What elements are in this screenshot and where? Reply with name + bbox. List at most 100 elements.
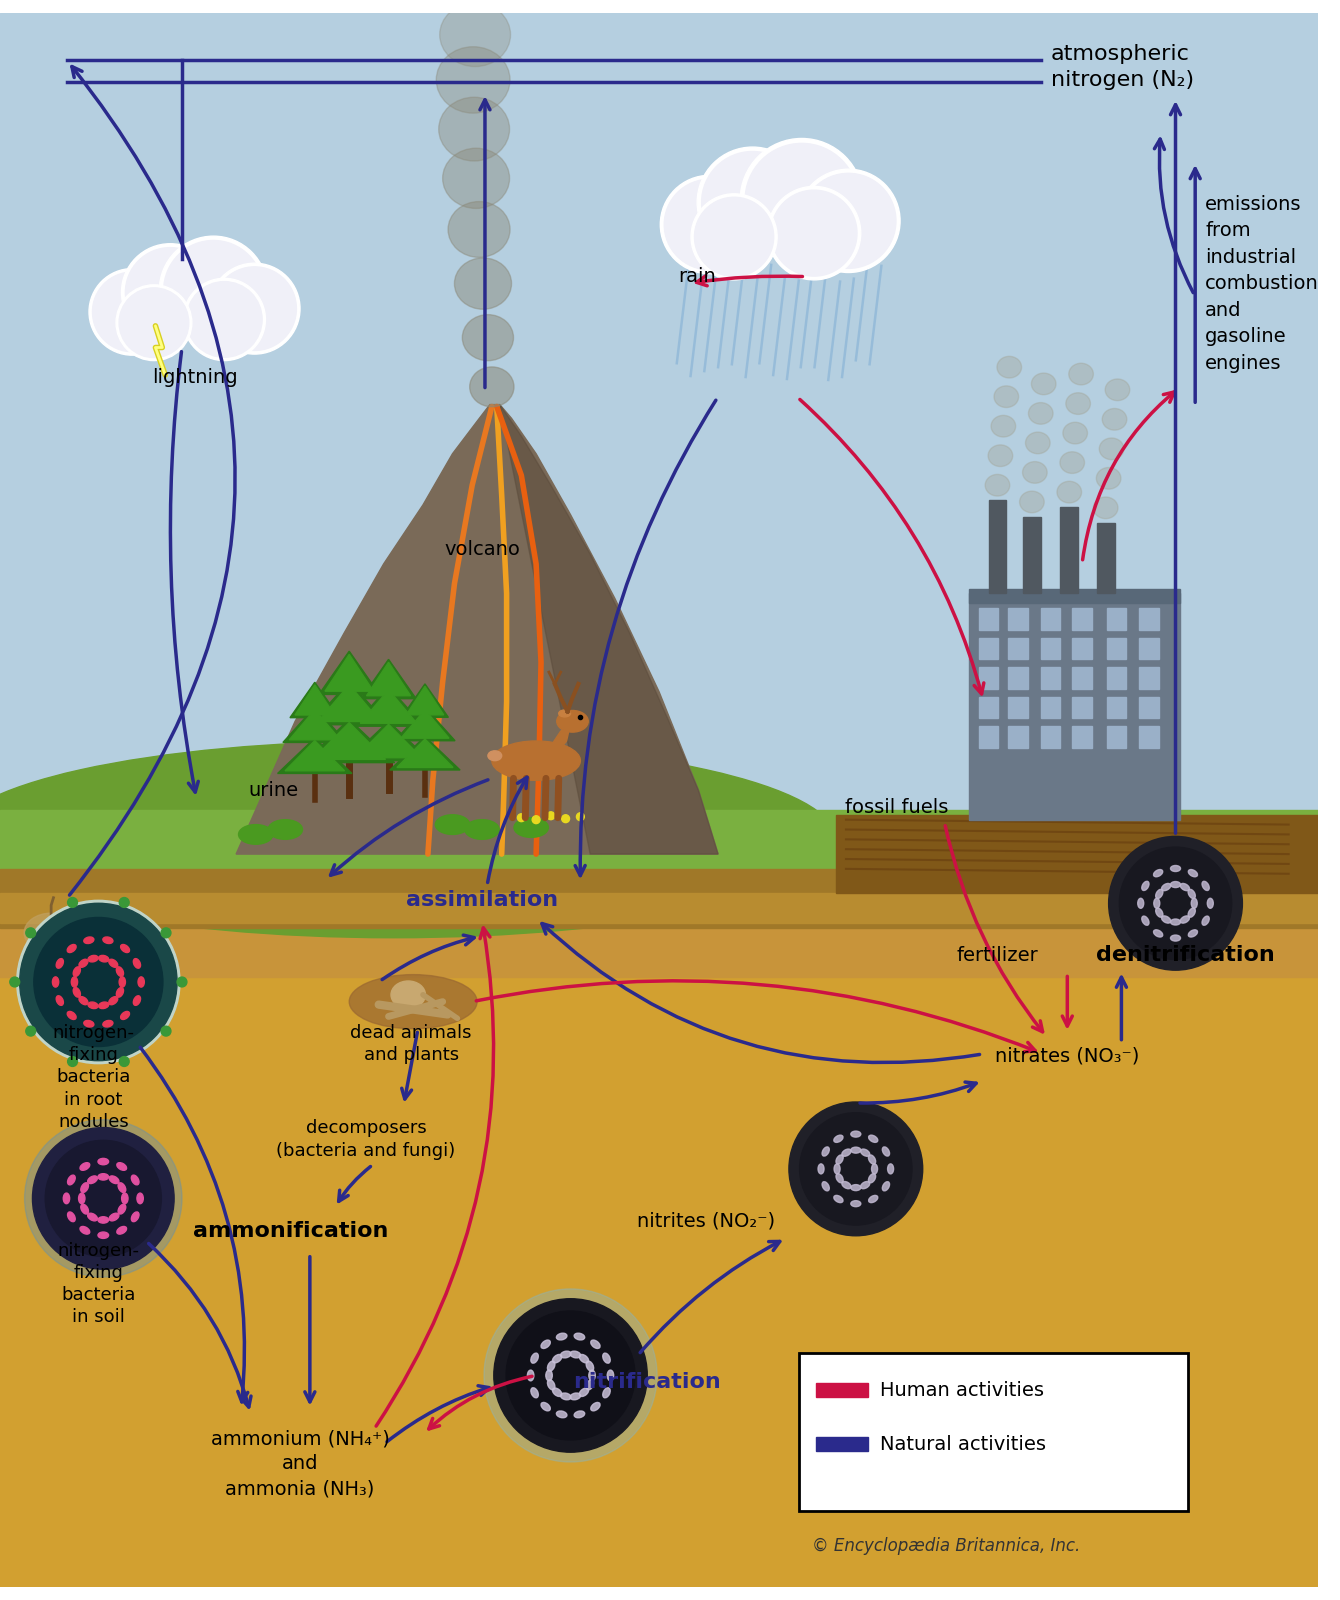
Ellipse shape [109,1176,119,1184]
Ellipse shape [67,1011,76,1019]
Circle shape [1119,846,1231,960]
Ellipse shape [994,386,1018,408]
Ellipse shape [67,1174,75,1186]
Ellipse shape [1181,915,1190,923]
Polygon shape [318,685,381,722]
Ellipse shape [440,3,511,67]
Circle shape [67,898,78,907]
Ellipse shape [556,1411,567,1418]
Ellipse shape [541,1403,551,1411]
Ellipse shape [607,1370,614,1381]
FancyBboxPatch shape [799,1354,1189,1512]
Ellipse shape [88,1002,98,1008]
Ellipse shape [559,710,571,717]
Polygon shape [406,686,444,715]
Bar [1139,638,1159,659]
Bar [836,814,1328,893]
Ellipse shape [1154,869,1163,877]
Text: ammonium (NH₄⁺)
and
ammonia (NH₃): ammonium (NH₄⁺) and ammonia (NH₃) [210,1429,390,1499]
Bar [978,696,998,718]
Ellipse shape [556,1333,567,1339]
Ellipse shape [591,1403,600,1411]
Circle shape [9,978,20,987]
Ellipse shape [882,1147,890,1157]
Polygon shape [295,685,335,715]
Circle shape [122,243,218,341]
Ellipse shape [138,978,145,987]
Ellipse shape [586,1379,594,1390]
Circle shape [789,1102,923,1235]
Polygon shape [289,710,340,739]
Ellipse shape [833,1195,843,1203]
Text: nitrogen (N₂): nitrogen (N₂) [1051,70,1194,90]
Ellipse shape [817,1163,824,1174]
Ellipse shape [992,416,1016,437]
Ellipse shape [67,944,76,952]
Circle shape [24,1120,182,1277]
Ellipse shape [1171,866,1181,872]
Ellipse shape [833,1163,840,1174]
Bar [1139,608,1159,630]
Ellipse shape [109,997,118,1005]
Ellipse shape [117,1163,126,1170]
Circle shape [67,1056,78,1067]
Circle shape [797,170,900,272]
Ellipse shape [836,1155,843,1165]
Polygon shape [355,725,422,758]
Ellipse shape [63,1194,70,1203]
Ellipse shape [436,814,470,835]
Bar [0,810,1319,909]
Ellipse shape [821,1182,829,1190]
Ellipse shape [1069,363,1093,386]
Circle shape [665,179,754,270]
Ellipse shape [121,944,130,952]
Ellipse shape [851,1200,860,1206]
Ellipse shape [118,1182,126,1192]
Ellipse shape [842,1181,851,1189]
Text: dead animals
and plants: dead animals and plants [351,1024,472,1064]
Bar [1072,667,1092,690]
Bar [978,726,998,747]
Bar [1060,507,1079,594]
Ellipse shape [56,995,63,1005]
Circle shape [161,928,172,938]
Circle shape [161,1026,172,1037]
Ellipse shape [122,1194,129,1203]
Ellipse shape [574,1333,584,1339]
Circle shape [186,282,263,357]
Circle shape [213,267,296,350]
Text: fossil fuels: fossil fuels [846,798,949,818]
Text: nitrification: nitrification [574,1373,721,1392]
Ellipse shape [438,98,509,162]
Ellipse shape [1155,890,1163,899]
Bar [978,638,998,659]
Ellipse shape [98,1232,109,1238]
Ellipse shape [1162,915,1171,923]
Bar [1072,638,1092,659]
Polygon shape [390,736,460,770]
Ellipse shape [1171,882,1181,888]
Ellipse shape [134,995,141,1005]
Ellipse shape [579,1389,588,1397]
Bar [1139,696,1159,718]
Ellipse shape [470,366,515,406]
Circle shape [561,814,569,822]
Circle shape [16,901,180,1064]
Text: assimilation: assimilation [406,890,557,910]
Bar [1139,667,1159,690]
Text: Human activities: Human activities [880,1381,1044,1400]
Circle shape [25,928,36,938]
Bar [969,589,1181,603]
Bar [1008,638,1028,659]
Polygon shape [326,654,374,691]
Ellipse shape [528,1370,533,1381]
Polygon shape [347,722,430,760]
Ellipse shape [74,987,80,997]
Circle shape [117,285,192,360]
Ellipse shape [98,1174,109,1181]
Polygon shape [236,405,718,854]
Text: Natural activities: Natural activities [880,1435,1047,1454]
Ellipse shape [851,1184,860,1190]
Polygon shape [283,707,347,742]
Text: © Encyclopædia Britannica, Inc.: © Encyclopædia Britannica, Inc. [812,1536,1080,1555]
